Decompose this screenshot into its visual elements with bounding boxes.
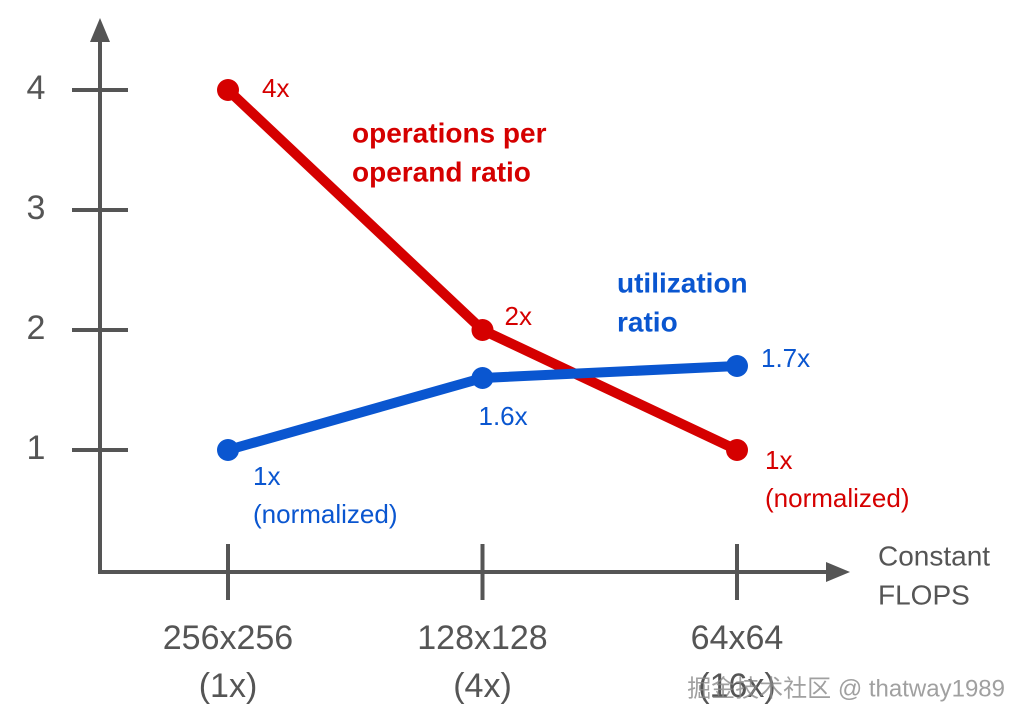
x-tick-label: 256x256 (1x): [163, 619, 293, 705]
legend-label: utilization: [617, 267, 748, 298]
legend-label: ratio: [617, 306, 678, 337]
y-tick-label: 3: [27, 189, 46, 227]
value-label: 2x: [505, 301, 532, 331]
point: [471, 319, 494, 341]
x-axis-label: Constant: [878, 540, 990, 571]
point: [217, 439, 239, 461]
y-axis-arrow: [90, 18, 110, 42]
point: [471, 367, 494, 389]
value-label: 4x: [262, 73, 289, 103]
legend-label: operand ratio: [352, 156, 531, 187]
x-tick-label: 64x64 (16x): [691, 619, 784, 705]
value-label: 1x (normalized): [765, 445, 910, 513]
point: [726, 355, 748, 377]
x-axis-arrow: [826, 562, 850, 582]
value-label: 1.6x: [479, 401, 528, 431]
x-axis-label: FLOPS: [878, 579, 970, 610]
y-tick-label: 4: [27, 69, 46, 107]
y-tick-label: 2: [27, 309, 46, 347]
y-tick-label: 1: [27, 429, 46, 467]
point: [217, 79, 239, 101]
point: [726, 439, 748, 461]
value-label: 1.7x: [761, 343, 810, 373]
x-tick-label: 128x128 (4x): [417, 619, 547, 705]
watermark: 掘金技术社区 @ thatway1989: [687, 675, 1005, 702]
value-label: 1x (normalized): [253, 461, 398, 529]
legend-label: operations per: [352, 117, 547, 148]
